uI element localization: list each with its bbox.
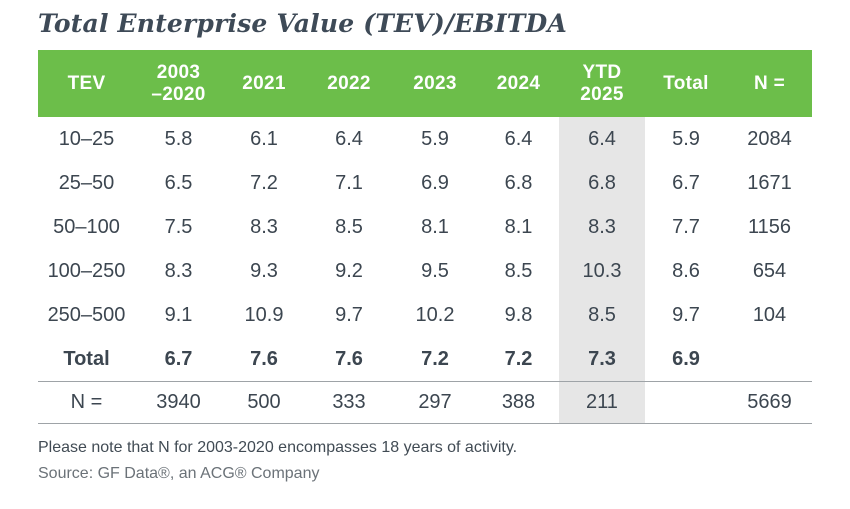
cell: 5.9	[421, 127, 449, 150]
table-row-10-25: 10–25 5.8 6.1 6.4 5.9 6.4 6.4 5.9 2084	[38, 117, 812, 161]
cell: 7.1	[335, 171, 363, 194]
cell: 6.4	[504, 127, 533, 150]
col-header-ytd-2025: YTD 2025	[559, 50, 645, 117]
cell: 6.7	[164, 347, 193, 370]
table-header: TEV 2003 –2020 2021 2022 2023 2024 YTD 2…	[38, 50, 812, 117]
cell: 7.2	[421, 347, 449, 370]
cell: 9.7	[672, 303, 700, 326]
cell: 2084	[747, 127, 792, 150]
row-label: N =	[38, 381, 135, 424]
cell: 7.2	[250, 171, 278, 194]
cell: 500	[222, 381, 306, 424]
cell: 8.5	[335, 215, 363, 238]
cell: 6.9	[421, 171, 449, 194]
cell: 9.2	[335, 259, 363, 282]
cell: 8.5	[504, 259, 533, 282]
row-label: 10–25	[58, 127, 115, 150]
table-row-n: N = 3940 500 333 297 388 211 5669	[38, 381, 812, 424]
cell-highlighted: 6.8	[588, 171, 616, 194]
row-label: 250–500	[47, 303, 126, 326]
row-label: 50–100	[53, 215, 120, 238]
cell: 6.4	[335, 127, 363, 150]
cell-highlighted: 8.3	[588, 215, 616, 238]
cell: 6.9	[672, 347, 700, 370]
cell	[727, 337, 812, 382]
source-line: Source: GF Data®, an ACG® Company	[38, 465, 320, 482]
table-row-50-100: 50–100 7.5 8.3 8.5 8.1 8.1 8.3 7.7 1156	[38, 205, 812, 249]
cell: 5669	[727, 381, 812, 424]
cell: 9.3	[250, 259, 278, 282]
cell: 7.7	[672, 215, 700, 238]
col-header-2023: 2023	[392, 50, 478, 117]
header-row: TEV 2003 –2020 2021 2022 2023 2024 YTD 2…	[38, 50, 812, 117]
cell-highlighted: 6.4	[588, 127, 616, 150]
cell: 7.6	[250, 347, 278, 370]
col-header-n: N =	[727, 50, 812, 117]
col-header-2021: 2021	[222, 50, 306, 117]
cell-highlighted: 10.3	[582, 259, 622, 282]
cell: 7.5	[164, 215, 193, 238]
cell: 10.2	[415, 303, 455, 326]
row-label: 25–50	[58, 171, 115, 194]
tev-ebitda-table: TEV 2003 –2020 2021 2022 2023 2024 YTD 2…	[38, 50, 812, 424]
cell: 297	[392, 381, 478, 424]
cell: 5.8	[164, 127, 193, 150]
cell: 7.2	[504, 347, 533, 370]
cell: 8.1	[504, 215, 533, 238]
cell: 388	[478, 381, 559, 424]
table-row-100-250: 100–250 8.3 9.3 9.2 9.5 8.5 10.3 8.6 654	[38, 249, 812, 293]
table-row-25-50: 25–50 6.5 7.2 7.1 6.9 6.8 6.8 6.7 1671	[38, 161, 812, 205]
cell: 1671	[747, 171, 792, 194]
table-body: 10–25 5.8 6.1 6.4 5.9 6.4 6.4 5.9 2084 2…	[38, 117, 812, 424]
cell: 8.3	[164, 259, 193, 282]
cell	[645, 381, 727, 424]
cell: 9.1	[164, 303, 193, 326]
cell: 5.9	[672, 127, 700, 150]
footnote: Please note that N for 2003-2020 encompa…	[38, 439, 518, 456]
cell: 8.1	[421, 215, 449, 238]
col-header-total: Total	[645, 50, 727, 117]
row-label: Total	[63, 347, 110, 370]
cell: 6.7	[672, 171, 700, 194]
cell: 9.5	[421, 259, 449, 282]
cell: 6.1	[250, 127, 278, 150]
cell: 7.6	[335, 347, 363, 370]
cell: 9.8	[504, 303, 533, 326]
cell: 8.3	[250, 215, 278, 238]
table-row-250-500: 250–500 9.1 10.9 9.7 10.2 9.8 8.5 9.7 10…	[38, 293, 812, 337]
report-figure: Total Enterprise Value (TEV)/EBITDA TEV …	[38, 9, 812, 482]
row-label: 100–250	[47, 259, 126, 282]
cell: 333	[306, 381, 392, 424]
cell-highlighted: 211	[559, 381, 645, 424]
figure-title: Total Enterprise Value (TEV)/EBITDA	[38, 9, 568, 38]
cell: 654	[752, 259, 787, 282]
col-header-2022: 2022	[306, 50, 392, 117]
cell: 9.7	[335, 303, 363, 326]
cell-highlighted: 7.3	[588, 347, 616, 370]
cell: 6.8	[504, 171, 533, 194]
cell-highlighted: 8.5	[588, 303, 616, 326]
cell: 1156	[747, 215, 791, 238]
cell: 104	[752, 303, 787, 326]
col-header-2024: 2024	[478, 50, 559, 117]
cell: 10.9	[244, 303, 284, 326]
table-row-total: Total 6.7 7.6 7.6 7.2 7.2 7.3 6.9	[38, 337, 812, 382]
cell: 8.6	[672, 259, 700, 282]
cell: 6.5	[164, 171, 193, 194]
col-header-tev: TEV	[38, 50, 135, 117]
col-header-2003-2020: 2003 –2020	[135, 50, 222, 117]
cell: 3940	[135, 381, 222, 424]
